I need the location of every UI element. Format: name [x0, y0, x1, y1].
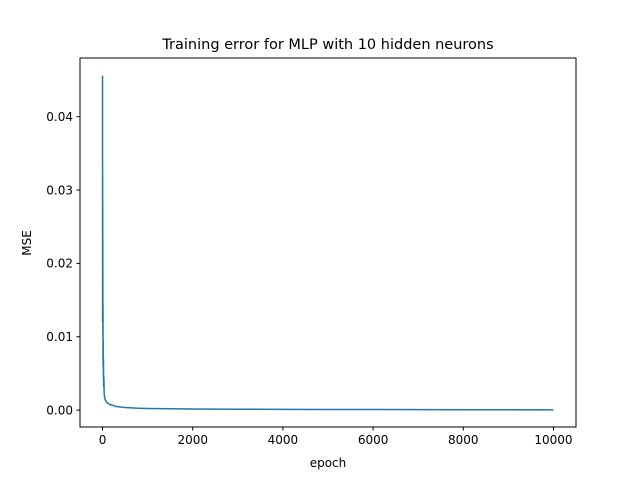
x-tick-label: 10000 [534, 433, 572, 447]
plot-series [101, 75, 554, 411]
plot-area-frame [79, 57, 577, 428]
x-tick-label: 6000 [358, 433, 389, 447]
y-tick-label: 0.03 [46, 183, 73, 197]
series-line-0 [101, 75, 554, 411]
y-axis-ticks: 0.00 0.01 0.02 0.03 0.04 [46, 110, 80, 417]
y-tick-label: 0.01 [46, 330, 73, 344]
x-axis-ticks: 0 2000 4000 6000 8000 10000 [99, 427, 573, 447]
chart-title: Training error for MLP with 10 hidden ne… [161, 37, 493, 53]
y-tick-label: 0.00 [46, 403, 73, 417]
y-axis-label: MSE [20, 230, 34, 256]
x-tick-label: 4000 [268, 433, 299, 447]
y-tick-label: 0.04 [46, 110, 73, 124]
x-tick-label: 2000 [177, 433, 208, 447]
y-tick-label: 0.02 [46, 257, 73, 271]
x-tick-label: 8000 [448, 433, 479, 447]
x-axis-label: epoch [310, 456, 347, 470]
x-tick-label: 0 [99, 433, 107, 447]
